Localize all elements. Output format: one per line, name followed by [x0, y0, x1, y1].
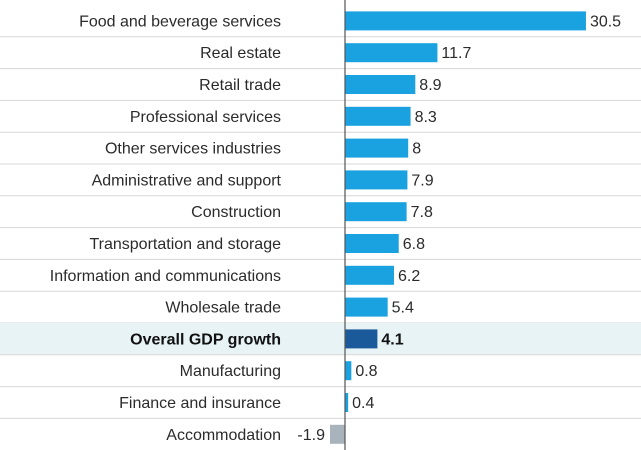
value-label-administrative-and-support: 7.9	[411, 172, 433, 189]
cut-off-header-text: ⁀⁀ ⁀⁀⁀ ⁀⁀	[351, 0, 434, 7]
highlight-row-background	[0, 323, 641, 355]
value-label-wholesale-trade: 5.4	[392, 300, 414, 317]
value-label-construction: 7.8	[411, 204, 433, 221]
bars	[329, 11, 586, 444]
bar-transportation-and-storage	[345, 234, 399, 253]
bar-food-and-beverage-services	[345, 11, 586, 31]
value-label-accommodation: -1.9	[297, 427, 325, 444]
value-label-overall-gdp-growth: 4.1	[381, 331, 403, 348]
bar-overall-gdp-growth	[345, 329, 378, 349]
category-label-real-estate: Real estate	[200, 45, 281, 62]
bar-professional-services	[345, 106, 411, 126]
category-label-administrative-and-support: Administrative and support	[92, 172, 282, 189]
bar-accommodation	[329, 424, 345, 444]
bar-wholesale-trade	[345, 297, 388, 317]
value-label-finance-and-insurance: 0.4	[352, 395, 374, 412]
bar-manufacturing	[345, 361, 352, 381]
category-label-transportation-and-storage: Transportation and storage	[89, 236, 281, 253]
category-label-manufacturing: Manufacturing	[180, 363, 281, 380]
category-label-construction: Construction	[191, 204, 281, 221]
value-label-food-and-beverage-services: 30.5	[590, 13, 621, 30]
category-label-overall-gdp-growth: Overall GDP growth	[130, 331, 281, 348]
bar-finance-and-insurance	[345, 393, 349, 412]
category-label-other-services-industries: Other services industries	[105, 141, 281, 158]
category-label-accommodation: Accommodation	[166, 427, 281, 444]
bar-other-services-industries	[345, 138, 409, 158]
value-label-retail-trade: 8.9	[419, 77, 441, 94]
bar-retail-trade	[345, 75, 416, 94]
value-label-other-services-industries: 8	[412, 141, 421, 158]
bar-information-and-communications	[345, 265, 394, 285]
category-label-professional-services: Professional services	[130, 109, 281, 126]
category-label-finance-and-insurance: Finance and insurance	[119, 395, 281, 412]
row-separators	[0, 36, 641, 419]
value-labels: 30.5 11.78.9 8.3 8 7.9 7.8 6.8 6.2 5.4 4.10.8 0.4 -…	[297, 13, 621, 443]
bar-real-estate	[345, 43, 438, 63]
value-label-manufacturing: 0.8	[355, 363, 377, 380]
value-label-information-and-communications: 6.2	[398, 268, 420, 285]
bar-administrative-and-support	[345, 170, 408, 190]
category-label-food-and-beverage-services: Food and beverage services	[79, 13, 281, 30]
cut-off-header-glyphs: ⁀⁀ ⁀⁀⁀ ⁀⁀	[351, 0, 434, 7]
category-label-retail-trade: Retail trade	[199, 77, 281, 94]
value-label-real-estate: 11.7	[441, 45, 471, 62]
category-labels: Food and beverage services Real estate Ret…	[50, 13, 282, 443]
bar-construction	[345, 202, 407, 222]
value-label-transportation-and-storage: 6.8	[403, 236, 425, 253]
value-label-professional-services: 8.3	[415, 109, 437, 126]
category-label-wholesale-trade: Wholesale trade	[165, 300, 281, 317]
category-label-information-and-communications: Information and communications	[50, 268, 281, 285]
